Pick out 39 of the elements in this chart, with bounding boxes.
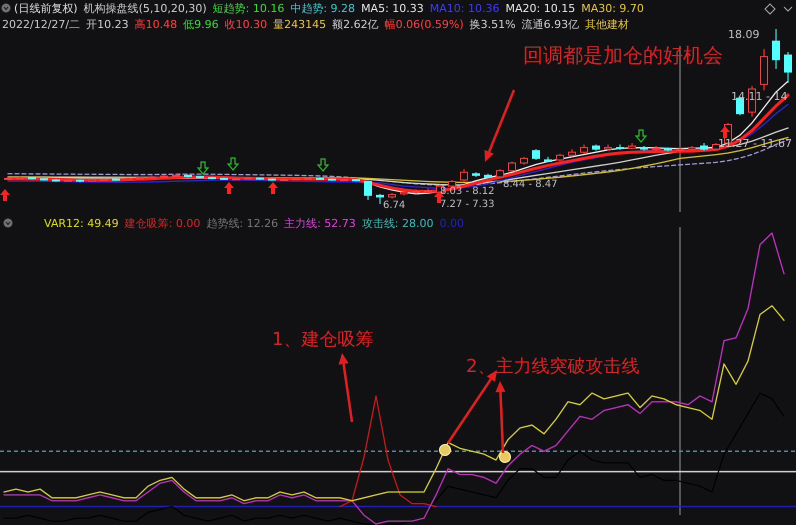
text: MA5: 10.33 — [361, 2, 424, 15]
text: 短趋势: 10.16 — [212, 2, 284, 15]
text: 0.00 — [440, 217, 464, 230]
annotation: 6.74 — [383, 200, 406, 211]
text: 中趋势: 9.28 — [290, 2, 356, 15]
text: 攻击线: 28.00 — [362, 217, 434, 230]
annotation: 8.44 - 8.47 — [503, 179, 558, 190]
candlestick — [532, 148, 540, 160]
candlestick — [772, 28, 780, 70]
annotation: 流通6.93亿 — [522, 18, 580, 31]
annotation: 2、主力线突破攻击线 — [466, 356, 640, 377]
candlestick — [580, 144, 588, 154]
text: 机构操盘线(5,10,20,30) — [84, 2, 207, 15]
candlestick — [376, 193, 384, 204]
text: 建仓吸筹: 0.00 — [124, 217, 200, 230]
text: (日线前复权) — [14, 2, 78, 15]
candlestick — [460, 168, 468, 182]
annotation: 其他建材 — [585, 18, 630, 31]
annotation: 幅0.06(0.59%) — [384, 18, 464, 31]
candlestick — [784, 51, 792, 84]
annotation: 换3.51% — [470, 18, 516, 31]
annotation: 开10.23 — [86, 18, 129, 31]
annotation: 2022/12/27/二 — [2, 18, 80, 31]
annotation: 7.27 - 7.33 — [440, 199, 494, 210]
text: MA10: 10.36 — [430, 2, 500, 15]
annotation: 额2.62亿 — [332, 18, 379, 31]
annotation: 1、建仓吸筹 — [272, 329, 374, 350]
text: VAR12: 49.49 — [44, 217, 119, 230]
text: 趋势线: 12.26 — [206, 217, 278, 230]
text: MA20: 10.15 — [506, 2, 576, 15]
text: 主力线: 52.73 — [284, 217, 356, 230]
annotation: 低9.96 — [183, 18, 219, 31]
annotation: 18.09 — [728, 28, 760, 41]
annotation: 量243145 — [273, 18, 326, 31]
annotation: 高10.48 — [134, 18, 178, 31]
candlestick — [364, 180, 372, 200]
text: MA30: 9.70 — [581, 2, 644, 15]
annotation: 收10.30 — [224, 18, 268, 31]
candlestick — [508, 160, 516, 172]
